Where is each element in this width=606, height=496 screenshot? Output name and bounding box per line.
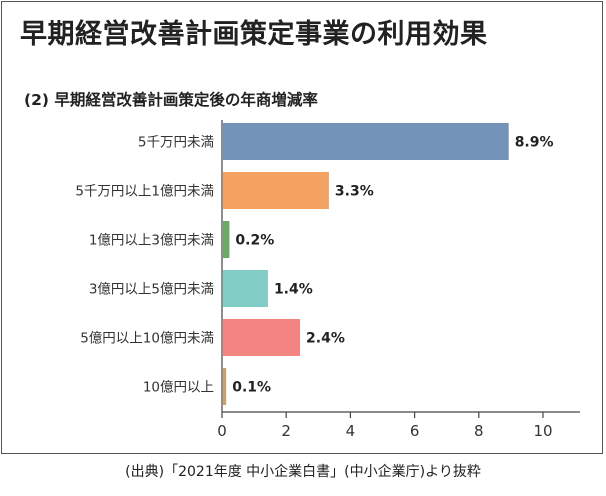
category-label: 3億円以上5億円未満: [89, 282, 214, 298]
chart-subtitle: (2) 早期経営改善計画策定後の年商増減率: [24, 91, 318, 109]
source-caption: (出典)「2021年度 中小企業白書」(中小企業庁)より抜粋: [125, 464, 481, 480]
category-label: 5千万円以上1億円未満: [75, 184, 214, 200]
bar: [223, 221, 230, 258]
bar: [223, 270, 268, 307]
data-label: 2.4%: [306, 331, 345, 347]
x-tick-label: 6: [410, 422, 420, 440]
bar: [223, 319, 301, 356]
category-label: 5千万円未満: [138, 135, 214, 151]
bar: [223, 123, 509, 160]
bar: [223, 172, 329, 209]
x-tick-label: 0: [217, 422, 227, 440]
data-label: 3.3%: [335, 184, 374, 200]
x-tick-label: 8: [474, 422, 484, 440]
chart-frame: 早期経営改善計画策定事業の利用効果 (2) 早期経営改善計画策定後の年商増減率: [1, 1, 603, 454]
page-title: 早期経営改善計画策定事業の利用効果: [20, 19, 488, 50]
data-label: 1.4%: [274, 282, 313, 298]
bar: [223, 368, 227, 405]
data-label: 0.1%: [232, 380, 271, 396]
category-label: 5億円以上10億円未満: [80, 331, 214, 347]
data-label: 0.2%: [235, 233, 274, 249]
data-label: 8.9%: [515, 135, 554, 151]
x-tick-label: 4: [346, 422, 356, 440]
x-tick-label: 2: [281, 422, 291, 440]
category-label: 10億円以上: [143, 380, 214, 396]
x-tick-label: 10: [533, 422, 552, 440]
category-label: 1億円以上3億円未満: [89, 233, 214, 249]
